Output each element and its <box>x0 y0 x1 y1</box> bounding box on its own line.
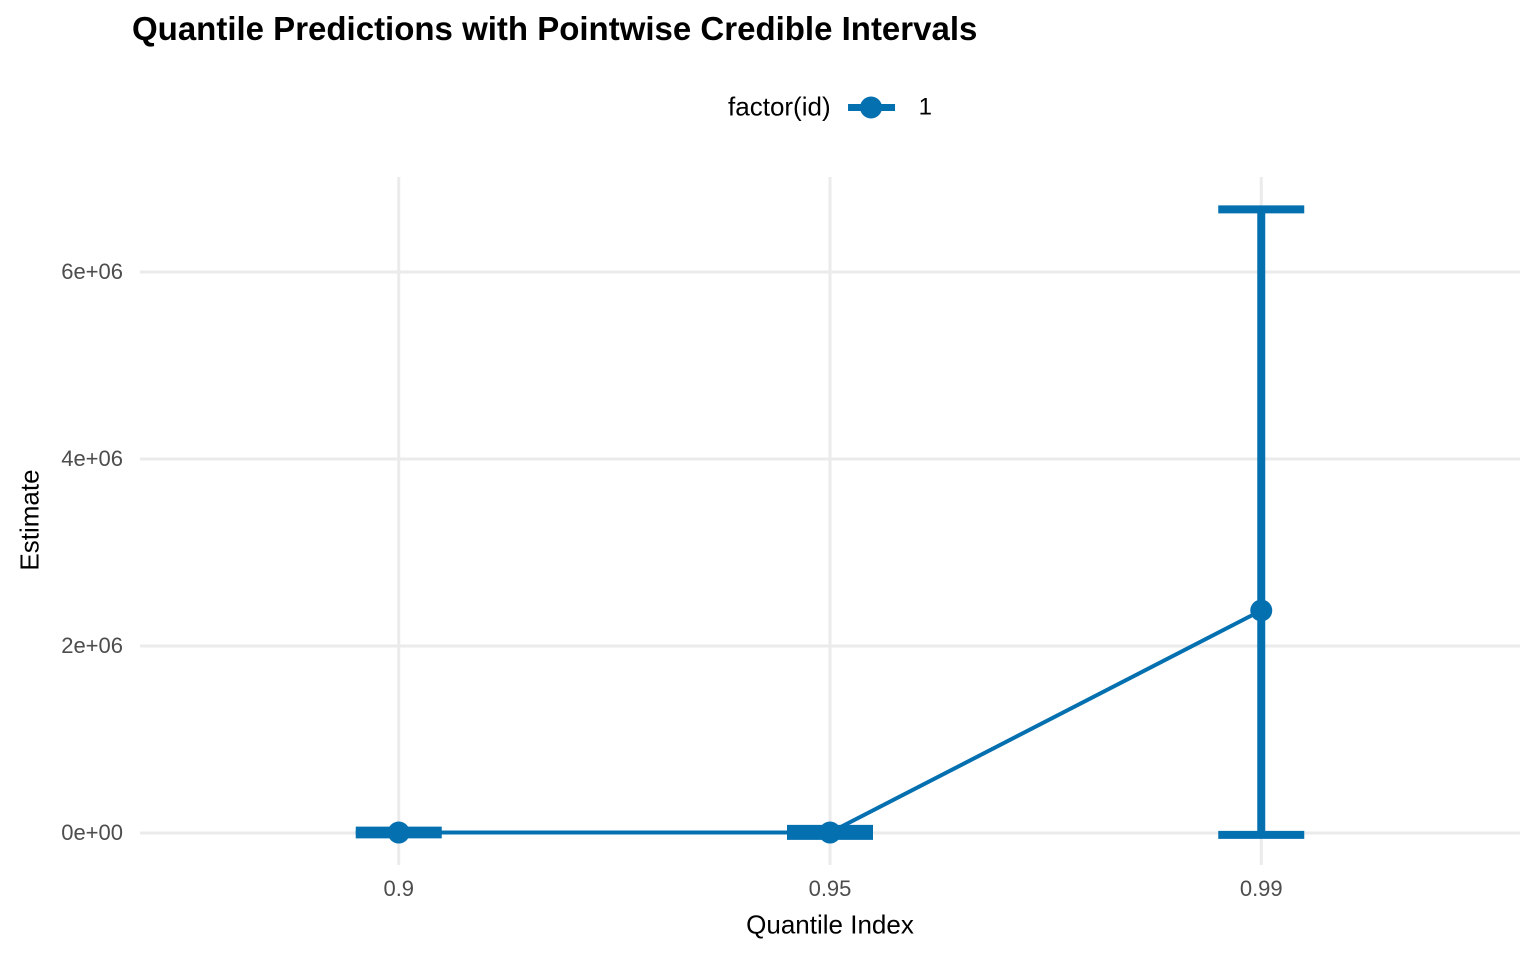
x-tick-label: 0.99 <box>1239 876 1283 901</box>
data-point <box>1250 599 1273 622</box>
y-tick-label: 0e+00 <box>61 820 123 846</box>
y-axis-title: Estimate <box>14 469 45 571</box>
x-tick-label: 0.9 <box>383 876 415 901</box>
legend-title: factor(id) <box>728 91 831 122</box>
data-point <box>387 821 410 844</box>
x-tick-label: 0.95 <box>808 876 852 901</box>
y-tick-label: 4e+06 <box>61 446 123 471</box>
legend-key-point-icon <box>860 96 883 118</box>
data-point <box>819 821 841 844</box>
legend-key-icon <box>847 94 895 120</box>
chart-title: Quantile Predictions with Pointwise Cred… <box>132 10 978 47</box>
y-tick-label: 6e+06 <box>61 258 123 284</box>
legend: factor(id) 1 <box>728 92 932 123</box>
y-tick-label: 2e+06 <box>61 633 123 658</box>
x-axis-title: Quantile Index <box>746 909 914 940</box>
legend-entry-label: 1 <box>918 93 932 120</box>
